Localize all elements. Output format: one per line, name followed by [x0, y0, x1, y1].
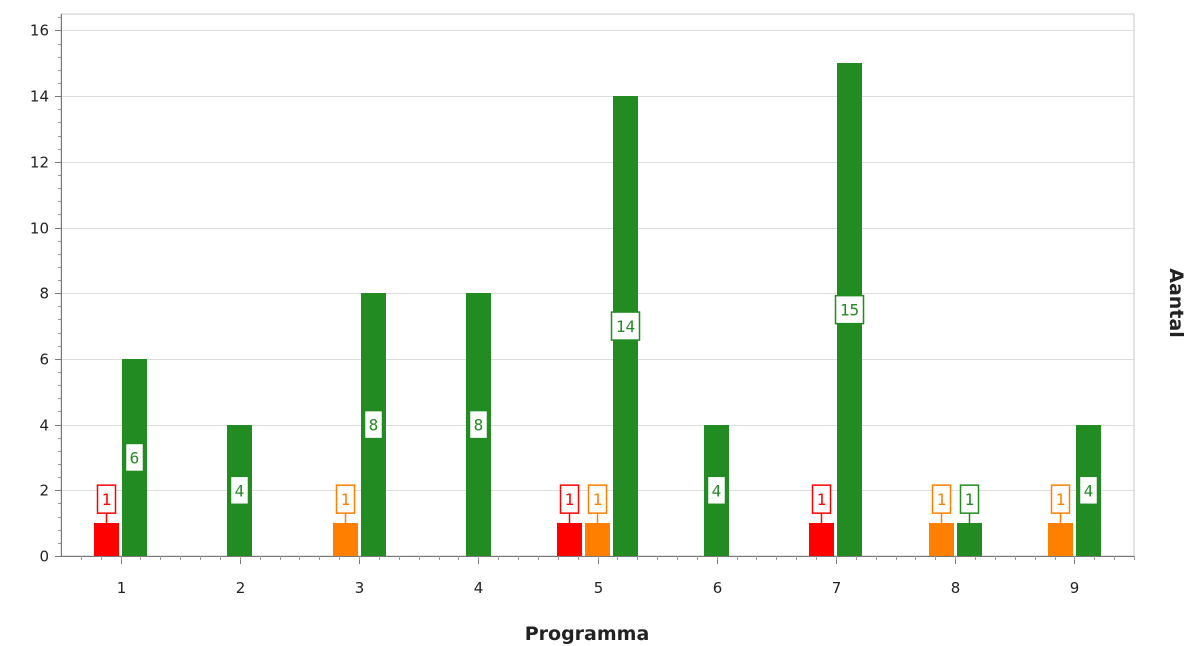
data-label: 4 — [1084, 481, 1094, 500]
x-axis-title: Programma — [525, 623, 650, 645]
data-label-box — [229, 475, 250, 506]
x-tick-label: 1 — [117, 579, 127, 597]
data-label-box — [468, 409, 489, 440]
data-label: 4 — [712, 481, 722, 500]
data-label: 1 — [102, 490, 112, 509]
x-tick-label: 5 — [594, 579, 604, 597]
data-label-box — [363, 409, 384, 440]
x-tick-label: 2 — [236, 579, 246, 597]
y-tick-label: 6 — [39, 351, 49, 369]
x-tick-label: 7 — [832, 579, 842, 597]
y-tick-label: 12 — [30, 154, 49, 172]
data-label: 15 — [840, 301, 859, 320]
y-tick-label: 0 — [39, 548, 49, 566]
y-tick-label: 8 — [39, 285, 49, 303]
data-label-box — [811, 484, 832, 514]
bar — [585, 523, 610, 556]
data-label-box — [335, 484, 356, 514]
bar — [809, 523, 834, 556]
y-tick-label: 10 — [30, 220, 49, 238]
data-label: 8 — [474, 416, 484, 435]
bar — [1048, 523, 1073, 556]
data-label-box — [587, 484, 608, 514]
data-label: 1 — [593, 490, 603, 509]
x-tick-label: 9 — [1070, 579, 1080, 597]
y-axis-title: Aantal — [1165, 268, 1187, 337]
data-label-box — [706, 475, 727, 506]
bar — [94, 523, 119, 556]
data-label-box — [610, 311, 641, 341]
x-tick-label: 6 — [713, 579, 723, 597]
data-label: 6 — [130, 448, 140, 467]
x-tick-label: 3 — [355, 579, 365, 597]
data-label-box — [959, 484, 980, 514]
x-tick-label: 4 — [474, 579, 484, 597]
x-tick-label: 8 — [951, 579, 961, 597]
y-tick-label: 16 — [30, 22, 49, 40]
data-label-box — [124, 442, 145, 473]
data-label: 1 — [565, 490, 575, 509]
bar — [557, 523, 582, 556]
data-label-box — [559, 484, 580, 514]
y-tick-label: 4 — [39, 417, 49, 435]
bar — [929, 523, 954, 556]
data-label: 8 — [369, 416, 379, 435]
data-label: 1 — [817, 490, 827, 509]
data-label: 1 — [341, 490, 351, 509]
data-label: 1 — [1056, 490, 1066, 509]
data-label-box — [1050, 484, 1071, 514]
y-tick-label: 2 — [39, 482, 49, 500]
data-label-box — [834, 294, 865, 325]
data-label-box — [1078, 475, 1099, 506]
bar — [333, 523, 358, 556]
data-label-box — [96, 484, 117, 514]
data-label: 1 — [937, 490, 947, 509]
data-label: 1 — [965, 490, 975, 509]
y-tick-label: 14 — [30, 88, 49, 106]
plot-area — [60, 13, 1135, 557]
data-label: 4 — [235, 481, 245, 500]
bar — [957, 523, 982, 556]
data-label-box — [931, 484, 952, 514]
data-label: 14 — [616, 317, 635, 336]
